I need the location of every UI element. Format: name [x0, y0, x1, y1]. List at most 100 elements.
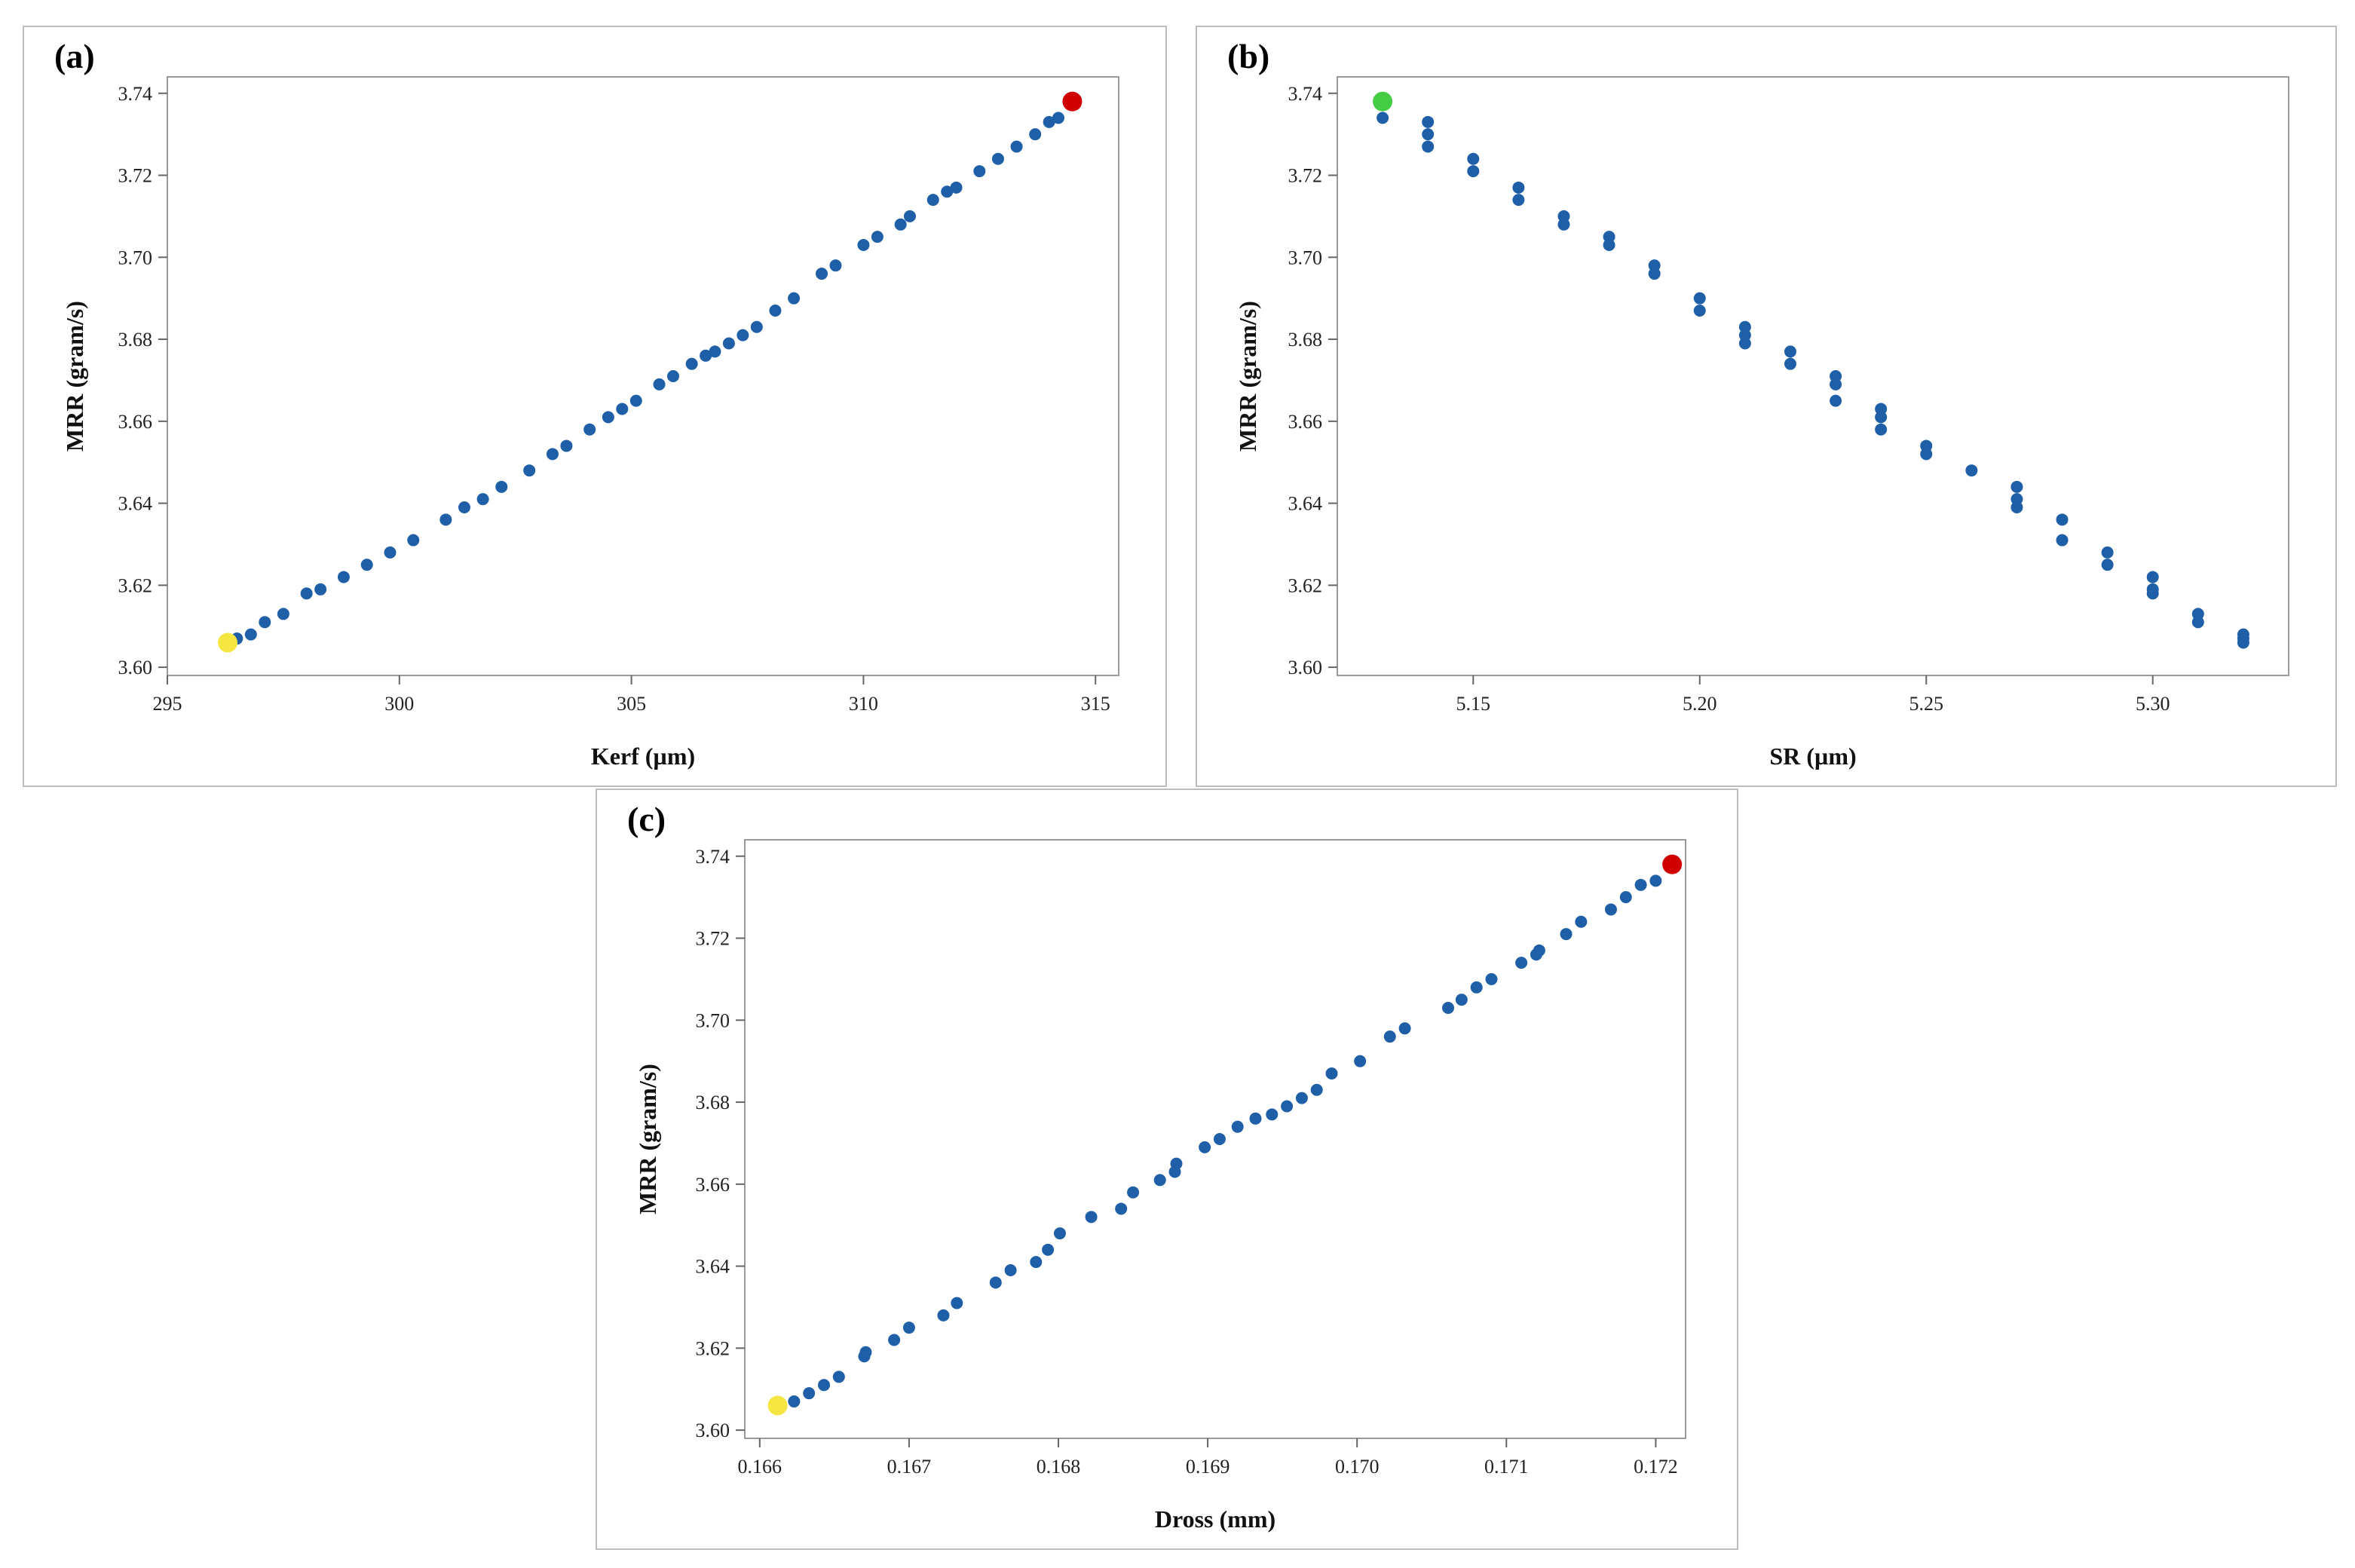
data-point-c-0-7 — [902, 1321, 915, 1334]
y-tick-label-c-6: 3.72 — [696, 928, 730, 950]
panel-label-c: (c) — [627, 800, 666, 838]
panel-label-a: (a) — [54, 37, 95, 75]
data-point-b-0-33 — [2056, 534, 2069, 547]
data-point-c-0-14 — [1053, 1227, 1066, 1240]
data-point-b-0-19 — [1784, 357, 1796, 370]
data-point-c-0-17 — [1127, 1186, 1140, 1199]
data-point-a-0-29 — [769, 304, 782, 317]
x-tick-label-a-2: 305 — [617, 693, 646, 715]
x-tick-label-b-1: 5.20 — [1683, 693, 1717, 715]
data-point-a-0-25 — [709, 345, 721, 358]
y-tick-label-a-7: 3.74 — [118, 83, 153, 105]
data-point-c-0-10 — [989, 1276, 1002, 1289]
data-point-c-0-32 — [1398, 1022, 1411, 1035]
data-point-b-0-0 — [1377, 112, 1389, 124]
y-tick-label-c-7: 3.74 — [696, 846, 730, 868]
data-point-a-0-19 — [616, 403, 629, 415]
highlight-point-b-1-0 — [1373, 91, 1393, 112]
data-point-b-0-29 — [1965, 464, 1978, 477]
data-point-a-0-9 — [407, 534, 420, 547]
x-tick-label-b-2: 5.25 — [1909, 693, 1943, 715]
data-point-c-0-45 — [1649, 874, 1662, 887]
data-point-c-0-33 — [1442, 1001, 1455, 1014]
data-point-a-0-40 — [973, 165, 986, 178]
x-tick-label-c-0: 0.166 — [738, 1456, 782, 1478]
x-tick-label-a-0: 295 — [153, 693, 182, 715]
data-point-a-0-44 — [1043, 115, 1055, 128]
data-point-a-0-8 — [384, 546, 397, 559]
data-point-c-0-27 — [1295, 1092, 1308, 1104]
data-point-a-0-27 — [737, 329, 749, 341]
data-point-b-0-36 — [2101, 546, 2114, 559]
data-point-a-0-31 — [816, 268, 828, 280]
data-point-a-0-11 — [458, 501, 470, 514]
data-point-a-0-5 — [314, 583, 327, 596]
data-point-a-0-15 — [546, 448, 559, 461]
data-point-c-0-39 — [1533, 944, 1545, 957]
data-point-b-0-23 — [1830, 370, 1842, 382]
data-point-c-0-23 — [1231, 1120, 1244, 1133]
data-point-b-0-14 — [1693, 304, 1706, 317]
data-point-a-0-18 — [602, 411, 614, 424]
data-point-a-0-23 — [685, 357, 698, 370]
y-tick-label-c-5: 3.70 — [696, 1009, 730, 1031]
scatter-plot-kerf-vs-mrr: 295 300 305 310 315 3.60 3.62 3.64 3.66 3.68 3.70 3… — [61, 76, 1119, 770]
data-point-c-0-24 — [1249, 1112, 1262, 1125]
data-point-c-0-21 — [1199, 1141, 1211, 1153]
x-axis-label-c: Dross (mm) — [1155, 1505, 1275, 1533]
data-point-c-0-43 — [1619, 891, 1632, 904]
data-point-a-0-33 — [857, 238, 870, 251]
data-point-b-0-15 — [1693, 292, 1706, 305]
y-tick-label-c-2: 3.64 — [696, 1256, 730, 1278]
data-point-b-0-41 — [2191, 608, 2204, 620]
data-point-c-0-0 — [788, 1395, 801, 1408]
y-tick-label-a-4: 3.68 — [118, 329, 153, 351]
x-tick-label-c-3: 0.169 — [1186, 1456, 1230, 1478]
data-point-a-0-38 — [941, 185, 954, 198]
data-point-a-0-37 — [926, 194, 939, 207]
x-tick-label-b-3: 5.30 — [2136, 693, 2170, 715]
x-tick-label-c-1: 0.167 — [887, 1456, 932, 1478]
data-point-b-0-24 — [1875, 423, 1888, 436]
data-point-c-0-25 — [1266, 1108, 1279, 1121]
data-point-b-0-6 — [1512, 194, 1525, 207]
data-point-c-0-26 — [1281, 1100, 1294, 1113]
y-tick-label-a-5: 3.70 — [118, 247, 153, 268]
data-point-a-0-32 — [829, 259, 842, 272]
y-tick-label-a-3: 3.66 — [118, 411, 153, 433]
data-point-c-0-29 — [1325, 1067, 1338, 1080]
data-point-b-0-21 — [1830, 394, 1842, 407]
data-point-a-0-3 — [277, 608, 289, 620]
data-point-b-0-26 — [1875, 403, 1888, 415]
data-point-a-0-30 — [788, 292, 801, 305]
data-point-a-0-13 — [495, 480, 508, 493]
y-tick-label-b-0: 3.60 — [1288, 657, 1323, 678]
x-tick-label-c-4: 0.170 — [1335, 1456, 1380, 1478]
data-point-c-0-8 — [937, 1309, 950, 1321]
data-point-b-0-32 — [2010, 480, 2023, 493]
data-point-c-0-42 — [1604, 903, 1617, 916]
data-point-c-0-12 — [1030, 1256, 1043, 1269]
data-point-a-0-1 — [244, 628, 257, 641]
y-tick-label-a-1: 3.62 — [118, 574, 153, 596]
data-point-c-0-31 — [1383, 1031, 1396, 1043]
x-tick-label-a-3: 310 — [849, 693, 878, 715]
y-tick-label-b-1: 3.62 — [1288, 574, 1323, 596]
data-point-c-0-37 — [1515, 957, 1528, 969]
x-tick-label-c-6: 0.172 — [1634, 1456, 1678, 1478]
y-axis-label-c: MRR (gram/s) — [634, 1064, 661, 1214]
y-tick-label-c-4: 3.68 — [696, 1092, 730, 1113]
data-point-c-0-30 — [1354, 1055, 1367, 1067]
data-point-c-0-20 — [1170, 1157, 1183, 1170]
data-point-b-0-39 — [2146, 571, 2159, 583]
data-point-a-0-10 — [439, 513, 452, 526]
y-tick-label-a-6: 3.72 — [118, 165, 153, 187]
data-point-a-0-45 — [1052, 112, 1064, 124]
data-point-b-0-28 — [1920, 439, 1933, 452]
data-point-c-0-22 — [1213, 1133, 1226, 1145]
highlight-point-a-2-0 — [1062, 91, 1083, 112]
data-point-c-0-9 — [951, 1297, 963, 1309]
data-point-c-0-28 — [1310, 1083, 1323, 1096]
data-point-a-0-14 — [523, 464, 536, 477]
y-axis-label-a: MRR (gram/s) — [61, 301, 88, 452]
